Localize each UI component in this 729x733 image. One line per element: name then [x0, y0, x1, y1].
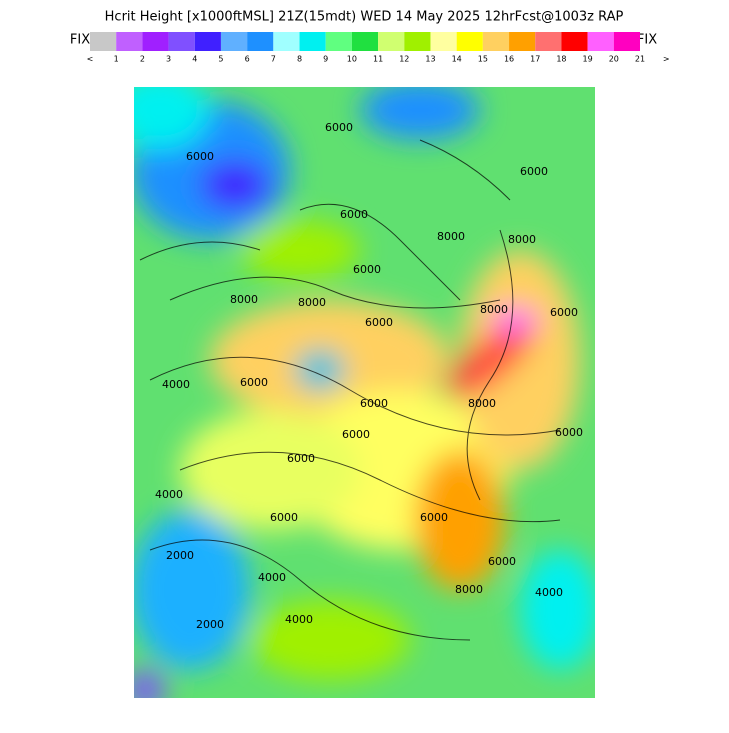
contour-label: 6000	[550, 306, 578, 319]
colorbar-swatch	[535, 32, 562, 51]
colorbar-swatch	[561, 32, 588, 51]
colorbar-label: 17	[530, 55, 540, 64]
contour-label: 8000	[468, 397, 496, 410]
contour-label: 8000	[230, 293, 258, 306]
colorbar-label: 6	[245, 55, 250, 64]
colorbar-swatch	[587, 32, 614, 51]
colorbar-label: 9	[323, 55, 328, 64]
contour-label: 2000	[166, 549, 194, 562]
contour-label: 6000	[420, 511, 448, 524]
map	[134, 87, 595, 698]
colorbar-label: 13	[425, 55, 435, 64]
contour-label: 6000	[365, 316, 393, 329]
contour-label: 6000	[520, 165, 548, 178]
contour-label: 8000	[508, 233, 536, 246]
contour-label: 6000	[240, 376, 268, 389]
colorbar-label: 18	[556, 55, 566, 64]
fix-left: FIX	[70, 33, 90, 48]
colorbar-swatch	[378, 32, 405, 51]
contour-label: 8000	[437, 230, 465, 243]
colorbar-label: 7	[271, 55, 276, 64]
colorbar-swatch	[142, 32, 169, 51]
fix-right: FIX	[637, 33, 657, 48]
colorbar-swatch	[456, 32, 483, 51]
colorbar: <1 2 3 4 5 6 7 8 9 10 11 12 13 14 15 16 17 18 19 20 21 >	[87, 32, 670, 64]
contour-label: 4000	[155, 488, 183, 501]
colorbar-label: 4	[192, 55, 197, 64]
colorbar-label: 20	[609, 55, 619, 64]
contour-label: 4000	[258, 571, 286, 584]
contour-label: 4000	[535, 586, 563, 599]
contour-label: 4000	[162, 378, 190, 391]
colorbar-swatch	[168, 32, 195, 51]
colorbar-swatch	[325, 32, 352, 51]
colorbar-label: 15	[478, 55, 488, 64]
contour-label: 6000	[287, 452, 315, 465]
colorbar-label: 19	[583, 55, 593, 64]
contour-label: 6000	[555, 426, 583, 439]
colorbar-swatch	[116, 32, 143, 51]
colorbar-label: 2	[140, 55, 145, 64]
colorbar-label: 8	[297, 55, 302, 64]
colorbar-label: 12	[399, 55, 409, 64]
colorbar-label: 16	[504, 55, 514, 64]
colorbar-swatch	[613, 32, 640, 51]
contour-label: 6000	[342, 428, 370, 441]
contour-label: 4000	[285, 613, 313, 626]
contour-label: 6000	[340, 208, 368, 221]
colorbar-label: 5	[218, 55, 223, 64]
colorbar-label: >	[663, 55, 670, 64]
contour-label: 6000	[360, 397, 388, 410]
contour-label: 6000	[325, 121, 353, 134]
colorbar-swatch	[273, 32, 300, 51]
colorbar-swatch	[194, 32, 221, 51]
colorbar-label: 3	[166, 55, 171, 64]
colorbar-swatch	[404, 32, 431, 51]
contour-labels: 6000 6000 6000 8000 6000 6000 8000 8000 …	[155, 121, 583, 631]
colorbar-label: 21	[635, 55, 645, 64]
colorbar-label: <	[87, 55, 94, 64]
title: Hcrit Height [x1000ftMSL] 21Z(15mdt) WED…	[105, 10, 624, 25]
colorbar-label: 1	[114, 55, 119, 64]
colorbar-swatch	[482, 32, 510, 51]
colorbar-swatch	[430, 32, 457, 51]
contour-label: 6000	[186, 150, 214, 163]
contour-label: 8000	[298, 296, 326, 309]
contour-label: 6000	[488, 555, 516, 568]
colorbar-label: 14	[452, 55, 462, 64]
contour-label: 8000	[455, 583, 483, 596]
colorbar-label: 11	[373, 55, 383, 64]
colorbar-swatch	[247, 32, 274, 51]
colorbar-swatch	[351, 32, 379, 51]
contour-label: 8000	[480, 303, 508, 316]
contour-label: 6000	[270, 511, 298, 524]
colorbar-swatch	[299, 32, 326, 51]
contour-label: 6000	[353, 263, 381, 276]
colorbar-swatch	[90, 32, 117, 51]
colorbar-label: 10	[347, 55, 357, 64]
colorbar-swatch	[509, 32, 536, 51]
colorbar-swatch	[220, 32, 248, 51]
contour-label: 2000	[196, 618, 224, 631]
